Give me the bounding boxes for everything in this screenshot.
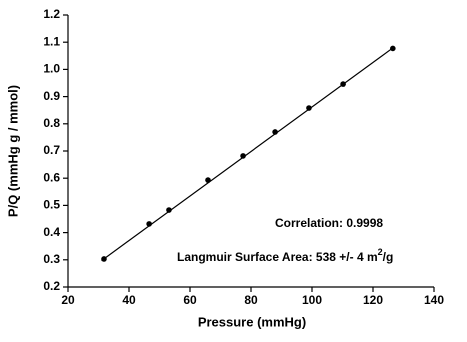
y-tick-label: 1.2 (43, 7, 60, 21)
y-tick-label: 0.8 (43, 116, 60, 130)
y-tick-label: 0.2 (43, 279, 60, 293)
y-tick-label: 0.6 (43, 170, 60, 184)
annotation-text: /g (383, 250, 394, 264)
y-axis-label: P/Q (mmHg g / mmol) (5, 85, 20, 217)
point (390, 45, 396, 52)
point (240, 153, 246, 159)
point (306, 105, 312, 111)
point (101, 256, 107, 262)
annotation-text: Langmuir Surface Area: 538 +/- 4 m (177, 250, 378, 264)
y-tick-label: 1.1 (43, 34, 60, 48)
x-tick-label: 20 (61, 293, 75, 307)
y-tick-label: 0.9 (43, 89, 60, 103)
x-tick-label: 60 (183, 293, 197, 307)
x-tick-label: 80 (244, 293, 258, 307)
y-tick-label: 0.3 (43, 252, 60, 266)
annotation: Langmuir Surface Area: 538 +/- 4 m2/g (177, 247, 393, 264)
point (146, 221, 152, 227)
y-tick-label: 1.0 (43, 62, 60, 76)
annotation: Correlation: 0.9998 (275, 216, 383, 230)
x-axis-label: Pressure (mmHg) (198, 314, 306, 329)
point (272, 129, 278, 135)
x-tick-label: 140 (424, 293, 444, 307)
x-tick-label: 120 (363, 293, 383, 307)
y-tick-label: 0.7 (43, 143, 60, 157)
x-tick-label: 100 (302, 293, 322, 307)
point (340, 81, 346, 87)
annotation-sup: 2 (378, 247, 383, 257)
y-tick-label: 0.5 (43, 198, 60, 212)
x-tick-label: 40 (122, 293, 136, 307)
point (166, 207, 172, 213)
y-tick-label: 0.4 (43, 225, 60, 239)
point (205, 177, 211, 183)
